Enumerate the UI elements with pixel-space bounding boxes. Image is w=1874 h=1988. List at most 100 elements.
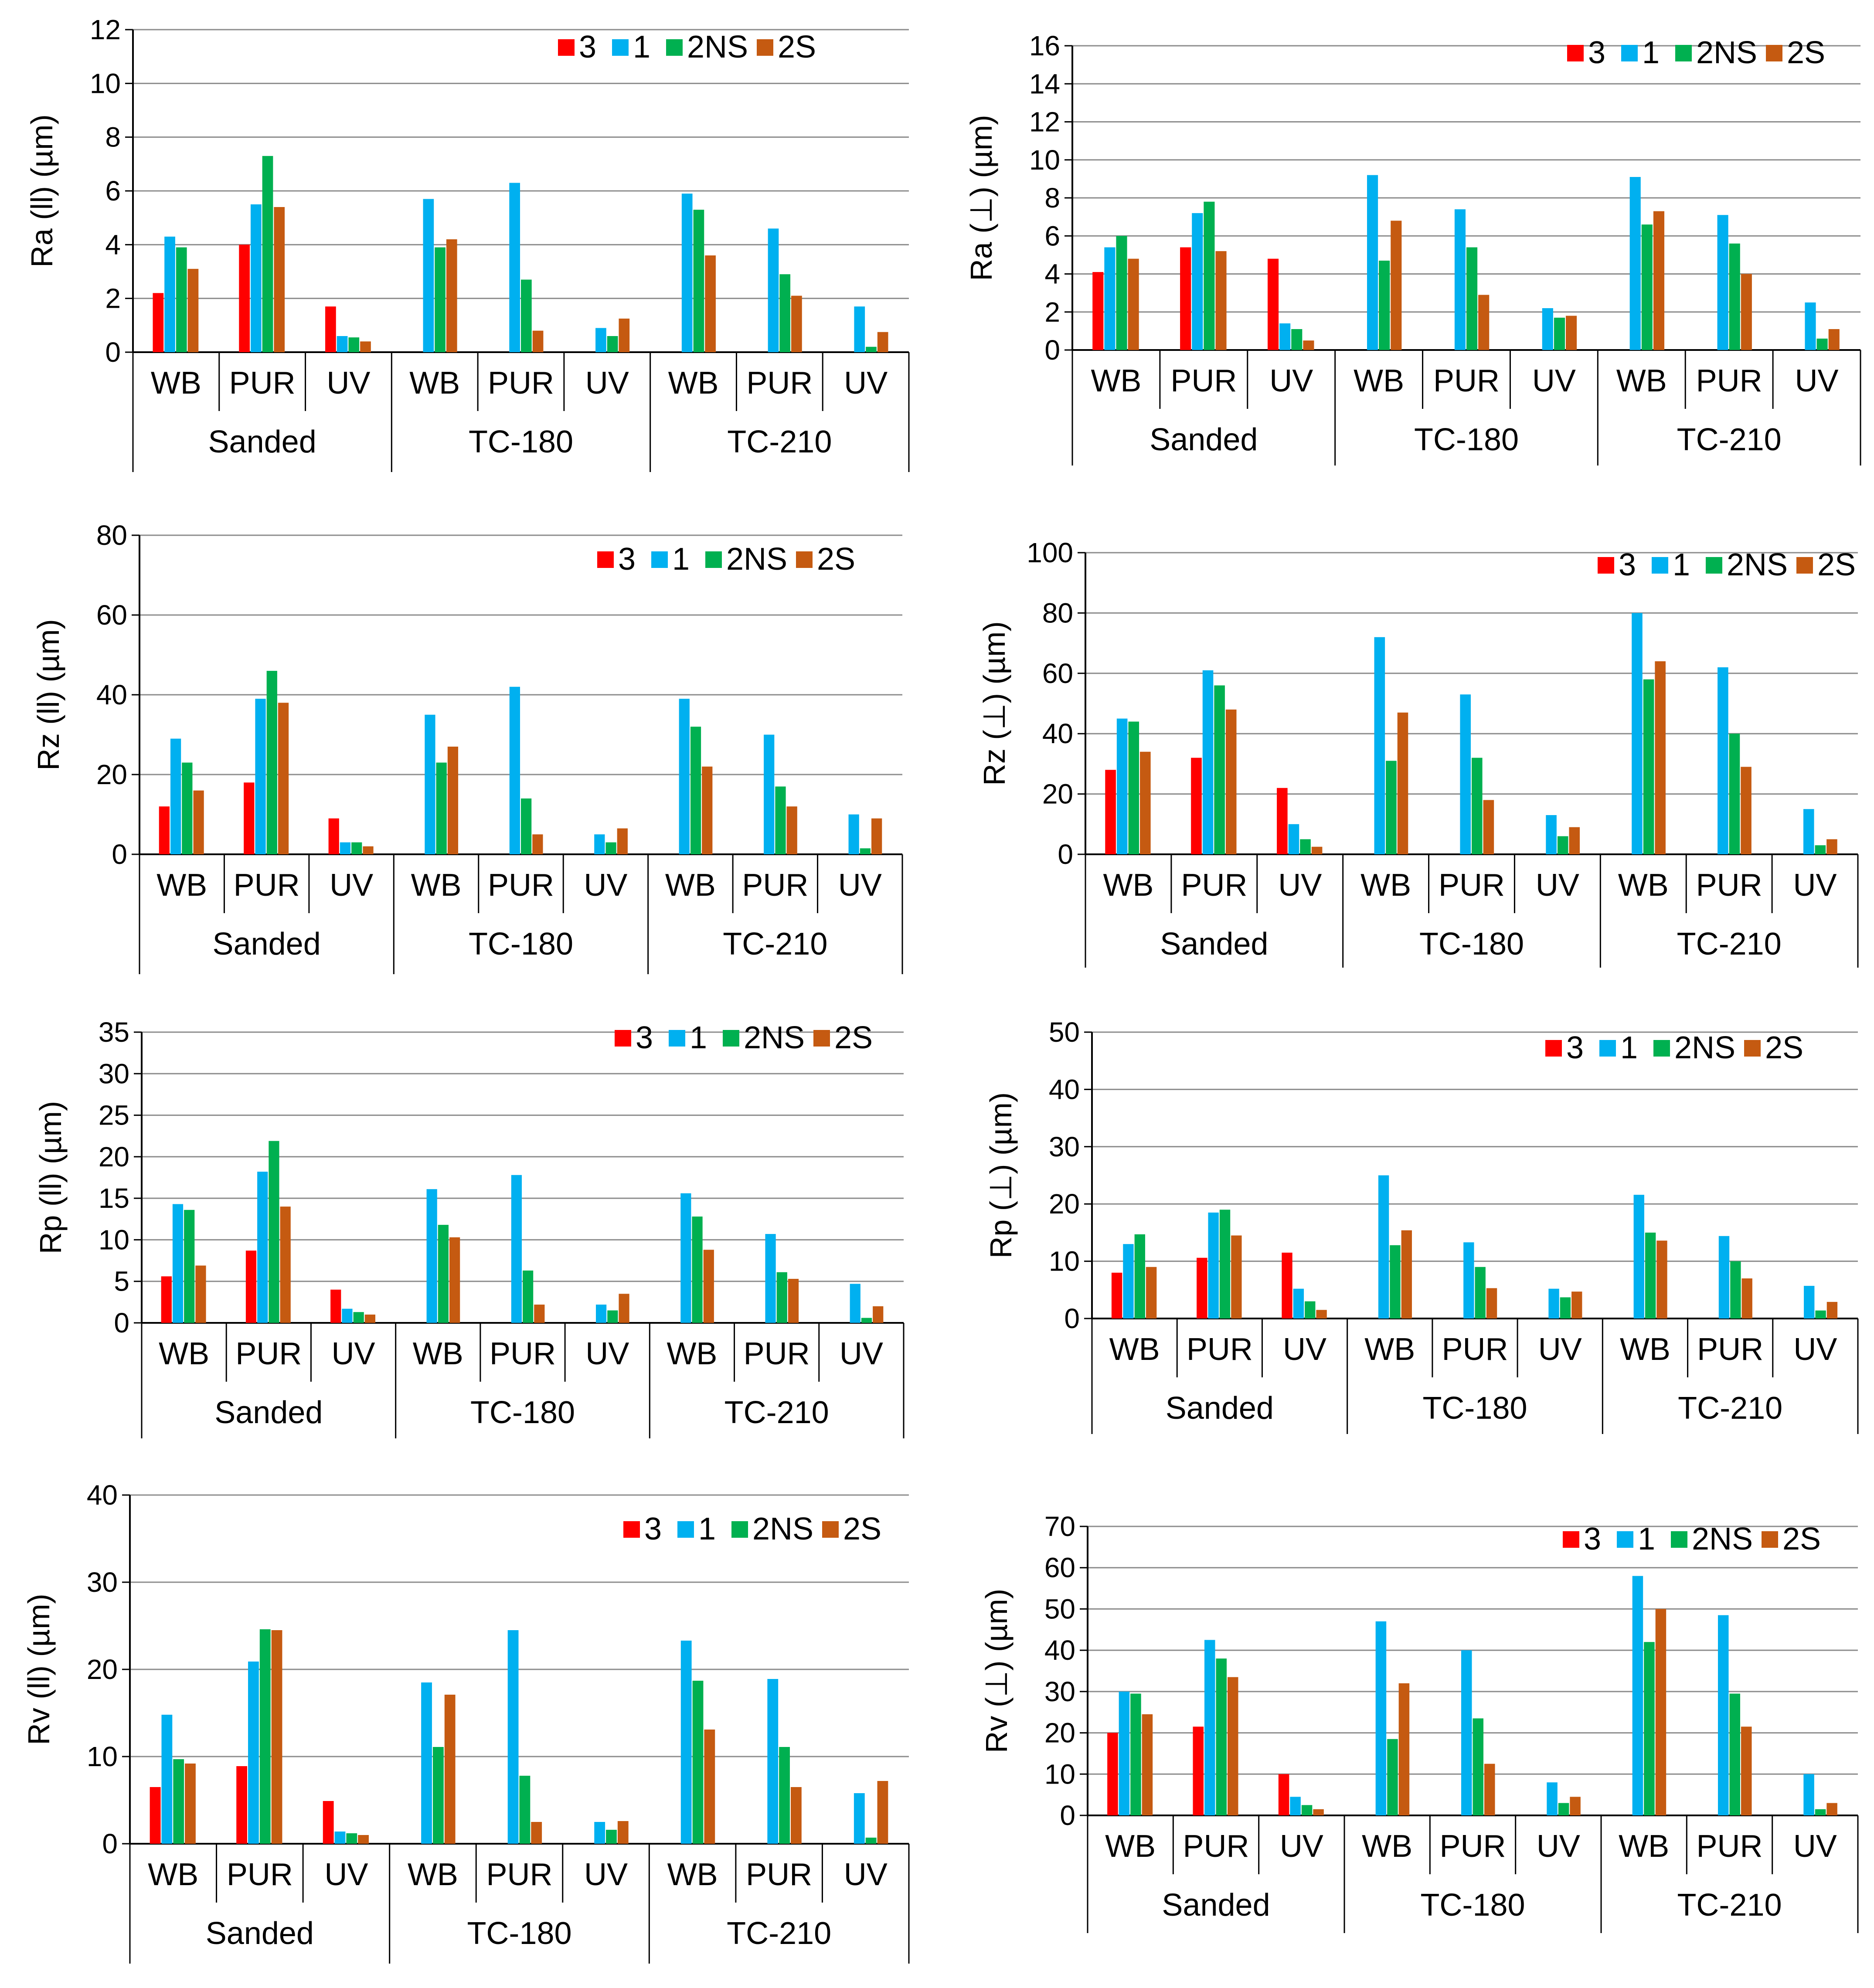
bar-2S-pur (1231, 1235, 1242, 1319)
bar-2S-wb (447, 746, 459, 854)
legend-swatch-1 (1599, 1040, 1616, 1057)
y-axis-label: Rv (ll) (µm) (22, 1594, 56, 1745)
y-tick-label: 50 (1049, 1016, 1080, 1048)
x-group-label: Sanded (1160, 927, 1268, 962)
bar-2NS-pur (1204, 201, 1215, 350)
bar-2S-pur (790, 1787, 802, 1844)
y-tick-label: 2 (1044, 296, 1060, 328)
x-group-label: TC-180 (1414, 422, 1519, 457)
legend-label: 1 (672, 542, 690, 577)
bar-1-pur (509, 183, 520, 352)
legend-swatch-1 (1621, 45, 1638, 61)
bar-1-uv (1805, 302, 1816, 350)
bar-2S-wb (1128, 258, 1139, 350)
legend-label: 1 (1620, 1030, 1638, 1065)
x-category-label: PUR (1187, 1332, 1253, 1367)
x-category-label: UV (1278, 868, 1322, 903)
y-tick-label: 30 (87, 1567, 118, 1598)
legend-label: 1 (1638, 1522, 1655, 1556)
bar-2NS-uv (605, 842, 616, 854)
legend-label: 2NS (1696, 35, 1757, 70)
legend-swatch-3 (558, 39, 575, 56)
bar-3-uv (328, 818, 339, 854)
bar-2NS-uv (1816, 338, 1828, 350)
x-group-label: TC-180 (469, 425, 573, 459)
bar-2NS-wb (692, 1217, 703, 1323)
x-category-label: PUR (742, 868, 808, 903)
bar-2NS-pur (775, 786, 786, 854)
bar-1-wb (1123, 1244, 1134, 1319)
bar-2S-wb (195, 1265, 206, 1323)
bar-2NS-pur (1472, 758, 1483, 854)
y-tick-label: 0 (1060, 1800, 1075, 1831)
bar-1-uv (1546, 815, 1557, 854)
bar-3-pur (1191, 758, 1202, 854)
bar-3-uv (325, 306, 336, 352)
bar-2S-wb (193, 790, 204, 854)
legend-swatch-2NS (705, 551, 722, 568)
x-category-label: UV (584, 868, 627, 903)
x-category-label: PUR (234, 868, 300, 903)
bar-1-uv (595, 328, 606, 352)
y-tick-label: 25 (99, 1100, 129, 1131)
bar-1-uv (1542, 308, 1553, 350)
y-tick-label: 0 (105, 336, 121, 368)
bar-3-uv (1282, 1252, 1292, 1319)
bar-2S-uv (873, 1306, 884, 1323)
bar-2S-wb (449, 1237, 460, 1323)
legend-label: 3 (579, 30, 596, 65)
y-tick-label: 20 (96, 759, 127, 790)
y-tick-label: 0 (1044, 334, 1060, 366)
bar-2S-pur (1215, 251, 1227, 350)
bar-2NS-uv (861, 1318, 872, 1323)
x-group-label: TC-210 (727, 1916, 831, 1951)
y-tick-label: 10 (87, 1741, 118, 1772)
bar-2S-pur (788, 1278, 799, 1323)
bar-2NS-uv (351, 842, 362, 854)
bar-2S-uv (1826, 1803, 1837, 1815)
bar-2S-pur (1741, 1726, 1752, 1815)
x-category-label: WB (1619, 1829, 1669, 1864)
x-category-label: WB (411, 868, 462, 903)
bar-2NS-pur (1730, 1261, 1741, 1319)
bar-2NS-wb (692, 1681, 704, 1844)
y-tick-label: 0 (112, 839, 127, 870)
y-tick-label: 2 (105, 283, 121, 314)
legend-label: 2S (1787, 35, 1825, 70)
legend-swatch-2S (813, 1030, 830, 1047)
x-category-label: UV (1793, 1332, 1837, 1367)
bar-1-wb (172, 1204, 184, 1323)
legend-label: 3 (1566, 1030, 1584, 1065)
x-category-label: PUR (486, 1857, 552, 1892)
x-category-label: UV (1793, 1829, 1837, 1864)
y-tick-label: 0 (114, 1307, 129, 1339)
bar-2NS-uv (1815, 1310, 1826, 1319)
y-tick-label: 20 (87, 1654, 118, 1685)
y-axis-label: Rp (ll) (µm) (34, 1101, 68, 1254)
bar-2NS-pur (779, 274, 791, 352)
y-axis-label: Rz (ll) (µm) (31, 619, 65, 770)
y-axis-label: Rv (⊥) (µm) (980, 1589, 1014, 1753)
legend-label: 2NS (744, 1020, 805, 1055)
bar-2S-uv (364, 1314, 375, 1323)
y-tick-label: 30 (99, 1058, 129, 1089)
bar-2NS-wb (435, 247, 446, 352)
bar-1-pur (255, 699, 266, 854)
bar-2NS-uv (1554, 317, 1565, 350)
y-tick-label: 10 (99, 1224, 129, 1255)
x-category-label: PUR (227, 1857, 293, 1892)
legend-swatch-2S (1766, 45, 1782, 61)
bar-1-wb (423, 199, 434, 352)
bar-1-uv (1279, 323, 1291, 350)
bar-2S-uv (877, 1781, 888, 1844)
x-category-label: WB (1103, 868, 1153, 903)
bar-2S-uv (1828, 329, 1840, 350)
bar-2NS-pur (262, 156, 273, 352)
bar-2S-wb (444, 1695, 456, 1844)
bar-2NS-pur (1473, 1718, 1484, 1815)
x-category-label: PUR (488, 868, 554, 903)
x-category-label: PUR (1433, 364, 1500, 398)
x-category-label: UV (1537, 1829, 1580, 1864)
bar-2S-uv (877, 332, 888, 352)
chart-panel-5: 0 5 10 15 20 25 30 35 Rp (ll) (µm) WB PUR UV WB PUR UV… (34, 1016, 905, 1438)
